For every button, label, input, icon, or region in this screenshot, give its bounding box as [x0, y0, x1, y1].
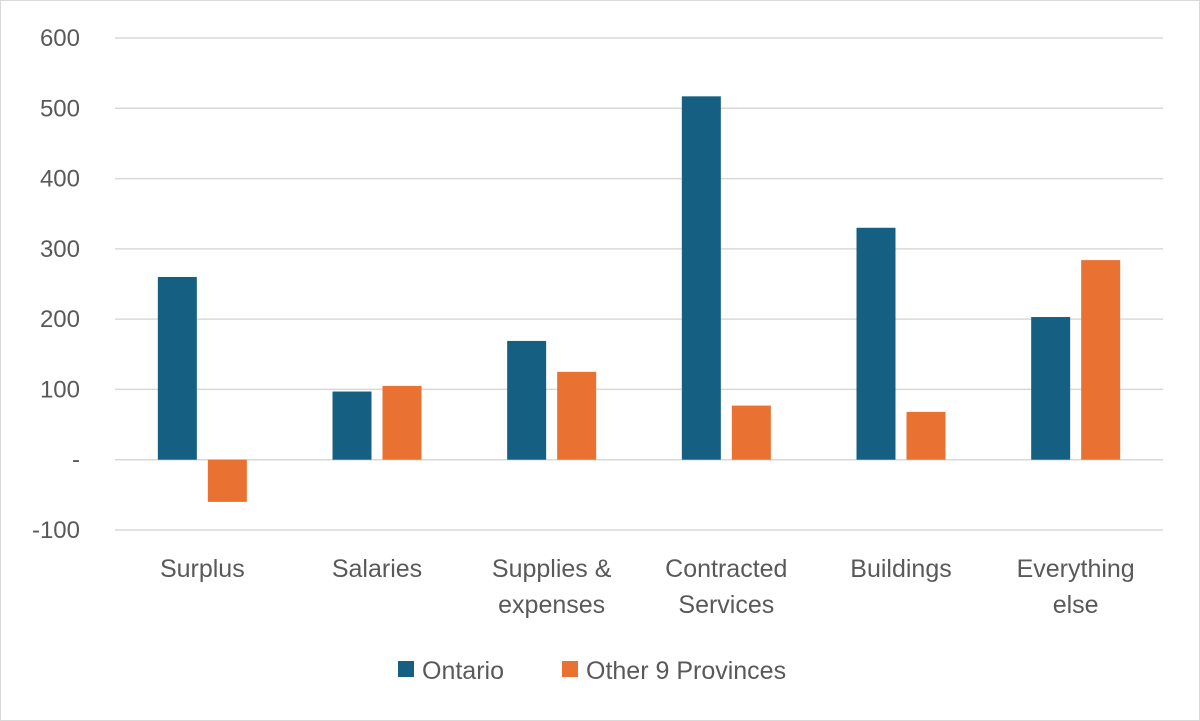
bar — [1031, 317, 1071, 460]
y-tick-label: 200 — [40, 306, 80, 333]
x-category-label: Salaries — [332, 555, 422, 583]
x-category-label: Supplies & expenses — [492, 555, 612, 619]
legend-label: Ontario — [422, 657, 504, 685]
y-tick-label: 100 — [40, 376, 80, 403]
x-category-label: Everything else — [1017, 555, 1135, 619]
bar — [507, 340, 547, 460]
y-tick-label: 600 — [40, 25, 80, 52]
legend-label: Other 9 Provinces — [586, 657, 786, 685]
bar — [1081, 260, 1121, 460]
bar — [332, 391, 372, 460]
legend: Ontario Other 9 Provinces — [398, 657, 786, 685]
bar — [856, 227, 896, 460]
bar — [557, 371, 597, 460]
bar — [382, 385, 422, 460]
x-category-label: Buildings — [850, 555, 951, 583]
y-tick-label: 400 — [40, 166, 80, 193]
bar — [906, 411, 946, 460]
y-tick-label: -100 — [32, 517, 80, 544]
bar — [731, 405, 771, 460]
category-labels: Surplus Salaries Supplies & expenses Contrac… — [160, 555, 1135, 619]
bar — [207, 459, 247, 502]
x-category-label: Contracted Services — [665, 555, 787, 619]
legend-swatch — [398, 661, 414, 677]
y-tick-label: - — [72, 447, 80, 474]
legend-swatch — [562, 661, 578, 677]
y-tick-label: 500 — [40, 95, 80, 122]
bar — [681, 96, 721, 460]
bars — [157, 96, 1121, 502]
y-tick-label: 300 — [40, 236, 80, 263]
bar — [157, 276, 197, 460]
x-category-label: Surplus — [160, 555, 245, 583]
gridlines — [115, 37, 1163, 531]
y-axis-ticks: 600 500 400 300 200 100 - -100 — [32, 25, 80, 544]
